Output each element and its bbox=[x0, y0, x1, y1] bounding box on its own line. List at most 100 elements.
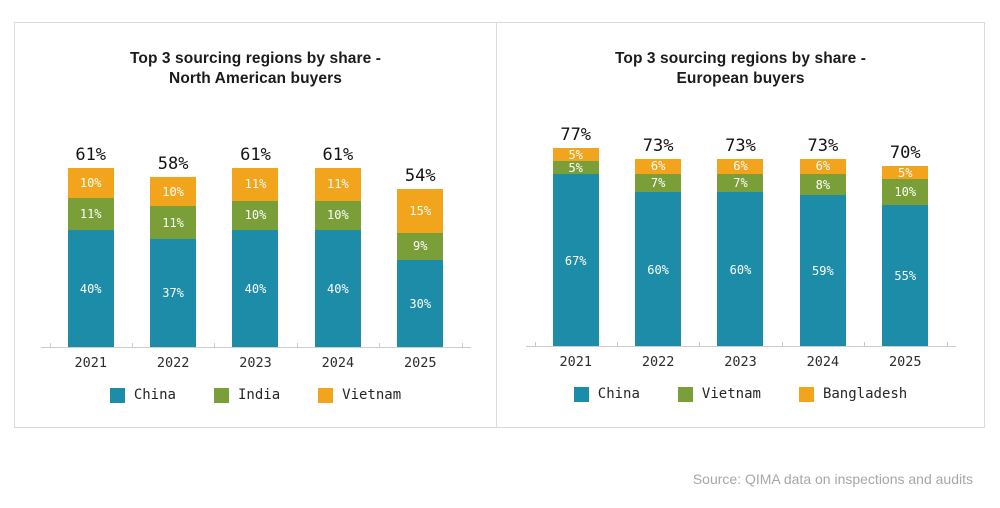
total-label-2022: 73% bbox=[642, 135, 674, 156]
segment-bangladesh-2025: 5% bbox=[882, 166, 929, 180]
segment-china-2025: 55% bbox=[882, 205, 929, 347]
legend-label-china: China bbox=[133, 387, 176, 403]
x-axis-line bbox=[40, 347, 471, 348]
legend: China India Vietnam bbox=[15, 387, 496, 403]
segment-vietnam-2022: 10% bbox=[150, 176, 197, 207]
source-note: Source: QIMA data on inspections and aud… bbox=[692, 471, 973, 487]
x-label-2023: 2023 bbox=[724, 354, 757, 370]
axis-tick bbox=[699, 342, 701, 347]
legend-item-vietnam: Vietnam bbox=[318, 387, 401, 403]
x-label-2025: 2025 bbox=[889, 354, 922, 370]
segment-bangladesh-2021: 5% bbox=[552, 148, 599, 162]
axis-tick bbox=[379, 343, 381, 348]
total-label-2025: 70% bbox=[889, 143, 921, 164]
segment-india-2024: 10% bbox=[314, 200, 361, 230]
stacked-bar-2025: 15% 9% 30% bbox=[397, 188, 444, 348]
segment-vietnam-2021: 5% bbox=[552, 161, 599, 175]
axis-tick bbox=[864, 342, 866, 347]
legend-item-india: India bbox=[213, 387, 281, 403]
segment-india-2022: 11% bbox=[150, 206, 197, 239]
bar-group-2024: 61% 11% 10% 40% bbox=[297, 89, 379, 348]
axis-tick bbox=[131, 343, 133, 348]
x-label-2025: 2025 bbox=[404, 355, 437, 371]
stacked-bar-2023: 6% 7% 60% bbox=[717, 158, 764, 347]
segment-china-2022: 37% bbox=[150, 238, 197, 348]
legend-item-china: China bbox=[573, 386, 640, 402]
stacked-bar-2022: 6% 7% 60% bbox=[635, 158, 682, 347]
legend-label-india: India bbox=[237, 387, 281, 403]
segment-vietnam-2025: 15% bbox=[397, 188, 444, 233]
legend-label-china: China bbox=[597, 386, 640, 402]
segment-india-2021: 11% bbox=[67, 197, 114, 230]
total-label-2023: 73% bbox=[725, 135, 756, 156]
x-label-2021: 2021 bbox=[559, 354, 592, 370]
segment-vietnam-2022: 7% bbox=[635, 174, 682, 193]
segment-china-2024: 59% bbox=[799, 194, 846, 347]
legend-swatch-china bbox=[109, 387, 125, 403]
panel-european-buyers: Top 3 sourcing regions by share - Europe… bbox=[496, 22, 985, 428]
total-label-2022: 58% bbox=[157, 153, 189, 174]
bar-group-2021: 61% 10% 11% 40% bbox=[50, 89, 132, 348]
x-label-2023: 2023 bbox=[239, 355, 272, 371]
segment-vietnam-2024: 8% bbox=[799, 174, 846, 195]
segment-china-2025: 30% bbox=[397, 259, 444, 348]
segment-bangladesh-2023: 6% bbox=[717, 158, 764, 175]
plot-area: 61% 10% 11% 40% 58% 10% 11% 37% 61% 11% 10% 40% 61% 1… bbox=[40, 89, 471, 348]
axis-tick bbox=[214, 343, 216, 348]
legend-swatch-china bbox=[573, 386, 589, 402]
stacked-bar-2024: 6% 8% 59% bbox=[799, 158, 846, 347]
bars-container: 61% 10% 11% 40% 58% 10% 11% 37% 61% 11% 10% 40% 61% 1… bbox=[50, 89, 462, 348]
bar-group-2025: 70% 5% 10% 55% bbox=[864, 89, 946, 347]
x-label-2022: 2022 bbox=[641, 354, 675, 370]
segment-vietnam-2023: 7% bbox=[717, 174, 764, 193]
bar-group-2023: 73% 6% 7% 60% bbox=[699, 89, 781, 347]
axis-tick bbox=[946, 342, 948, 347]
chart-title-north-america: Top 3 sourcing regions by share - North … bbox=[15, 49, 496, 89]
x-label-2021: 2021 bbox=[74, 355, 107, 371]
segment-vietnam-2025: 10% bbox=[882, 179, 929, 206]
x-axis-labels: 2021 2022 2023 2024 2025 bbox=[50, 355, 462, 371]
legend-swatch-india bbox=[213, 387, 229, 403]
total-label-2024: 73% bbox=[807, 135, 839, 156]
legend-item-china: China bbox=[109, 387, 176, 403]
legend-label-bangladesh: Bangladesh bbox=[822, 386, 908, 402]
segment-india-2025: 9% bbox=[397, 232, 444, 260]
total-label-2025: 54% bbox=[404, 165, 436, 186]
x-label-2024: 2024 bbox=[321, 355, 355, 371]
stacked-bar-2021: 10% 11% 40% bbox=[67, 168, 114, 348]
segment-china-2021: 67% bbox=[552, 174, 599, 347]
x-label-2022: 2022 bbox=[156, 355, 190, 371]
x-axis-labels: 2021 2022 2023 2024 2025 bbox=[535, 354, 947, 370]
legend-item-bangladesh: Bangladesh bbox=[798, 386, 908, 402]
chart-title-line1: Top 3 sourcing regions by share - bbox=[129, 50, 382, 67]
bar-group-2025: 54% 15% 9% 30% bbox=[379, 89, 461, 348]
bar-group-2023: 61% 11% 10% 40% bbox=[214, 89, 296, 348]
segment-bangladesh-2024: 6% bbox=[799, 158, 846, 175]
x-label-2024: 2024 bbox=[806, 354, 840, 370]
bar-group-2021: 77% 5% 5% 67% bbox=[535, 89, 617, 347]
total-label-2021: 61% bbox=[75, 145, 107, 165]
segment-india-2023: 10% bbox=[232, 200, 279, 230]
plot-area: 77% 5% 5% 67% 73% 6% 7% 60% 73% 6% 7% 60% 73% 6% 8% 59%… bbox=[525, 89, 956, 347]
segment-china-2021: 40% bbox=[67, 230, 114, 348]
panel-north-american-buyers: Top 3 sourcing regions by share - North … bbox=[14, 22, 497, 428]
stacked-bar-2024: 11% 10% 40% bbox=[314, 168, 361, 348]
legend-label-vietnam: Vietnam bbox=[701, 386, 761, 402]
segment-china-2022: 60% bbox=[635, 192, 682, 347]
chart-title-line2: North American buyers bbox=[169, 70, 342, 87]
segment-china-2023: 60% bbox=[717, 192, 764, 347]
axis-tick bbox=[296, 343, 298, 348]
legend-swatch-vietnam bbox=[318, 387, 334, 403]
bar-group-2022: 58% 10% 11% 37% bbox=[132, 89, 214, 348]
legend-item-vietnam: Vietnam bbox=[677, 386, 761, 402]
segment-vietnam-2021: 10% bbox=[67, 168, 114, 198]
chart-title-line1: Top 3 sourcing regions by share - bbox=[614, 50, 867, 67]
stacked-bar-2021: 5% 5% 67% bbox=[552, 148, 599, 347]
segment-bangladesh-2022: 6% bbox=[635, 158, 682, 175]
total-label-2024: 61% bbox=[322, 145, 354, 165]
chart-panels: Top 3 sourcing regions by share - North … bbox=[14, 22, 985, 428]
bar-group-2022: 73% 6% 7% 60% bbox=[617, 89, 699, 347]
legend-swatch-vietnam bbox=[677, 386, 693, 402]
segment-china-2024: 40% bbox=[314, 230, 361, 348]
